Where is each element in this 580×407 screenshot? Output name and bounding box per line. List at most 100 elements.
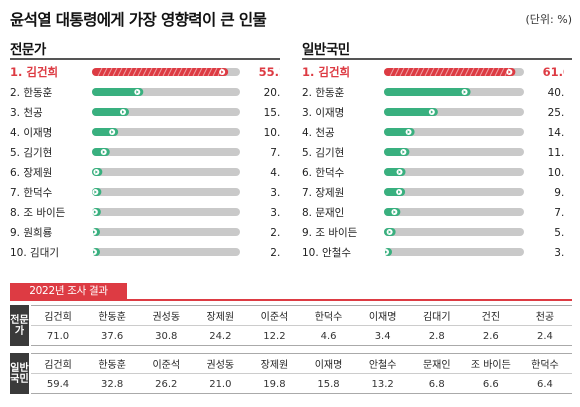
public-bar-chart: 1. 김건희 61.0 2. 한동훈 40.2 3. 이재명 25.0 4. 천공 14.2 5… [302, 65, 564, 259]
public-category-label: 7. 장제원 [302, 187, 344, 199]
table-value-cell: 6.8 [428, 379, 445, 390]
expert-value-label: 55.2 [259, 65, 280, 79]
expert-bar-tip-arrow [111, 130, 114, 134]
public-bar-hatch [494, 67, 500, 77]
table-value-cell: 30.8 [155, 331, 178, 342]
expert-bar-hatch [152, 67, 158, 77]
expert-bar-hatch [117, 67, 123, 77]
expert-panel-title: 전문가 [10, 42, 46, 58]
expert-value-label: 4.2 [270, 167, 280, 179]
public-bar-tip-arrow [407, 130, 410, 134]
public-value-label: 5.4 [554, 227, 564, 239]
public-bar-hatch [419, 67, 425, 77]
table-name-cell: 한덕수 [301, 306, 356, 326]
expert-bar [92, 108, 129, 116]
table-name-cell: 이재명 [355, 306, 410, 326]
expert-bar-tip-arrow [102, 150, 106, 154]
expert-bar-hatch [162, 67, 168, 77]
public-value-label: 40.2 [548, 87, 564, 99]
table-name-cell: 한덕수 [517, 354, 572, 374]
expert-bar-hatch [207, 67, 213, 77]
table-name-cell: 한동훈 [85, 306, 140, 326]
public-value-label: 14.2 [548, 127, 564, 139]
table-value-cell: 32.8 [101, 379, 124, 390]
table-value-cell: 21.0 [209, 379, 232, 390]
public-bar-tip-arrow [385, 250, 388, 254]
public-value-label: 3.0 [554, 247, 564, 259]
table-value-cell: 26.2 [155, 379, 178, 390]
expert-bar-track [92, 168, 240, 176]
public-category-label: 10. 안철수 [302, 247, 351, 259]
public-bar-tip-arrow [398, 190, 401, 194]
public-bar-tip-arrow [463, 90, 466, 94]
expert-row: 7. 한덕수 3.8 [10, 187, 280, 199]
expert-value-label: 7.2 [270, 147, 280, 159]
expert-value-label: 3.6 [270, 207, 280, 219]
expert-bar-hatch [97, 67, 103, 77]
table-name-cell: 이준석 [247, 306, 302, 326]
survey-2022-rule [10, 299, 572, 301]
expert-row: 10. 김대기 2.8 [10, 247, 280, 259]
expert-row: 2. 한동훈 20.8 [10, 86, 280, 99]
expert-bar-tip-arrow [93, 250, 96, 254]
table-value-cell: 3.4 [374, 331, 391, 342]
public-bar-hatch [439, 67, 445, 77]
table-name-cell: 김건희 [31, 354, 86, 374]
table-name-cell: 장제원 [247, 354, 302, 374]
table-name-cell: 안철수 [355, 354, 410, 374]
expert-bar-tip-arrow [136, 90, 139, 94]
public-bar-track [384, 208, 524, 216]
page-title: 윤석열 대통령에게 가장 영향력이 큰 인물 [10, 11, 267, 29]
expert-row: 1. 김건희 55.2 [10, 65, 280, 79]
expert-bar-hatch [187, 67, 193, 77]
public-category-label: 5. 김기현 [302, 147, 344, 159]
expert-bar-hatch [127, 67, 133, 77]
public-value-label: 25.0 [548, 107, 564, 119]
table-name-cell: 조 바이든 [463, 354, 518, 374]
public-row: 10. 안철수 3.0 [302, 247, 564, 259]
public-bar-tip-arrow [393, 210, 396, 214]
expert-bar-track [92, 188, 240, 196]
public-bar-track [384, 188, 524, 196]
public-bar-hatch [464, 67, 470, 77]
table-name-cell: 장제원 [193, 306, 248, 326]
public-bar-hatch [409, 67, 415, 77]
public-bar-hatch [444, 67, 450, 77]
public-bar-hatch [434, 67, 440, 77]
public-row: 9. 조 바이든 5.4 [302, 227, 564, 239]
expert-category-label: 10. 김대기 [10, 247, 59, 259]
expert-bar-track [92, 208, 240, 216]
public-row: 5. 김기현 11.8 [302, 147, 564, 159]
public-bar-hatch [449, 67, 455, 77]
public-bar-track [384, 148, 524, 156]
table-value-cell: 15.8 [317, 379, 340, 390]
public-bar-tip-arrow [402, 150, 405, 154]
public-category-label: 1. 김건희 [302, 65, 350, 79]
expert-bar-hatch [172, 67, 178, 77]
public-row: 8. 문재인 7.6 [302, 207, 564, 219]
public-bar-hatch [469, 67, 475, 77]
public-bar-hatch [399, 67, 405, 77]
expert-value-label: 3.8 [270, 187, 280, 199]
public-row: 4. 천공 14.2 [302, 127, 564, 139]
public-bar-hatch [404, 67, 410, 77]
expert-bar-tip-arrow [221, 70, 224, 74]
expert-bar-hatch [147, 67, 153, 77]
expert-table-side-label: 전문가 [10, 305, 29, 346]
public-bar [384, 108, 438, 116]
public-table-grid: 김건희 한동훈 이준석 권성동 장제원 이재명 안철수 문재인 조 바이든 한덕수 59.4 32.8… [31, 353, 572, 394]
public-bar-hatch [394, 67, 400, 77]
public-bar-tip-arrow [398, 170, 401, 174]
expert-2022-table: 전문가 김건희 한동훈 권성동 장제원 이준석 한덕수 이재명 김대기 건진 천공 71.0 37.6… [10, 305, 572, 346]
public-value-label: 61.0 [543, 65, 564, 79]
expert-bar-hatch [177, 67, 183, 77]
expert-value-label: 10.6 [264, 127, 280, 139]
expert-value-label: 20.8 [264, 87, 280, 99]
public-category-label: 4. 천공 [302, 127, 335, 139]
table-value-cell: 2.6 [482, 331, 499, 342]
expert-bar-tip-arrow [93, 230, 96, 234]
expert-row: 5. 김기현 7.2 [10, 147, 280, 159]
public-row: 2. 한동훈 40.2 [302, 86, 564, 99]
expert-bar-track [92, 228, 240, 236]
table-value-cell: 2.8 [428, 331, 445, 342]
